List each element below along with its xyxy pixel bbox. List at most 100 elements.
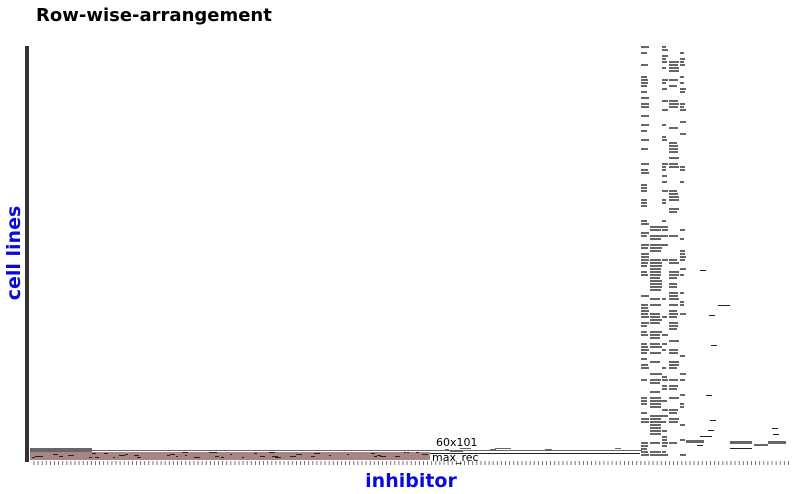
matrix-cell [662, 451, 666, 453]
matrix-cell [662, 220, 666, 222]
matrix-cell [641, 448, 647, 450]
matrix-cell [650, 265, 662, 267]
matrix-cell [650, 397, 661, 399]
matrix-cell [669, 283, 677, 285]
matrix-cell [669, 298, 679, 300]
matrix-cell [669, 148, 678, 150]
band-cell [311, 456, 315, 457]
matrix-cell [669, 106, 678, 108]
matrix-cell [650, 427, 661, 429]
matrix-cell [680, 91, 685, 93]
matrix-cell [650, 418, 661, 420]
matrix-cell [650, 313, 660, 315]
band-cell [209, 452, 212, 453]
matrix-cell [650, 247, 662, 249]
matrix-cell [662, 190, 668, 192]
matrix-cell [641, 331, 647, 333]
matrix-cell [669, 211, 677, 213]
matrix-cell [680, 355, 685, 357]
matrix-cell [641, 343, 647, 345]
matrix-cell [669, 421, 678, 423]
matrix-cell [669, 328, 677, 330]
matrix-cell [768, 441, 786, 444]
matrix-cell [662, 202, 666, 204]
matrix-cell [662, 67, 666, 69]
matrix-cell [680, 259, 685, 261]
matrix-cell [650, 451, 661, 453]
matrix-cell [662, 445, 667, 447]
matrix-cell [650, 283, 662, 285]
matrix-cell [662, 439, 667, 441]
matrix-cell [662, 415, 668, 417]
matrix-cell [662, 349, 666, 351]
matrix-cell [772, 428, 778, 429]
matrix-cell [641, 364, 648, 366]
band-cell [134, 455, 139, 456]
matrix-cell [641, 316, 649, 318]
matrix-cell [641, 265, 647, 267]
band-cell [460, 448, 468, 449]
matrix-cell [650, 406, 661, 408]
matrix-cell [641, 403, 647, 405]
matrix-cell [680, 301, 684, 303]
matrix-cell [669, 304, 678, 306]
x-ticks [33, 461, 789, 465]
matrix-cell [669, 103, 679, 105]
matrix-cell [662, 376, 667, 378]
matrix-cell [650, 400, 662, 402]
matrix-cell [680, 406, 684, 408]
matrix-cell [669, 322, 678, 324]
band-cell [272, 456, 278, 457]
band-cell [290, 456, 296, 457]
matrix-cell [680, 313, 686, 315]
band-cell [422, 454, 428, 455]
matrix-cell [641, 274, 648, 276]
matrix-cell [662, 436, 667, 438]
matrix-cell [641, 400, 647, 402]
matrix-cell [662, 55, 668, 57]
matrix-cell [662, 46, 666, 48]
matrix-cell [650, 319, 662, 321]
band-cell [615, 448, 621, 449]
chart-title: Row-wise-arrangement [36, 5, 272, 26]
matrix-cell [669, 271, 679, 273]
matrix-cell [662, 109, 668, 111]
matrix-cell [650, 382, 660, 384]
band-cell [92, 450, 642, 451]
matrix-cell [650, 334, 660, 336]
matrix-cell [680, 121, 686, 123]
matrix-cell [710, 420, 716, 421]
matrix-cell [669, 364, 679, 366]
matrix-cell [669, 70, 679, 72]
matrix-cell [669, 412, 677, 414]
band-cell [38, 456, 43, 457]
band-cell [137, 457, 141, 458]
matrix-cell [680, 76, 684, 78]
band-cell [30, 448, 92, 452]
matrix-cell [650, 391, 660, 393]
matrix-cell [662, 49, 668, 51]
band-cell [230, 454, 232, 455]
matrix-cell [641, 322, 649, 324]
matrix-cell [680, 274, 684, 276]
matrix-cell [641, 169, 648, 171]
matrix-cell [773, 434, 779, 435]
matrix-cell [641, 124, 649, 126]
matrix-cell [669, 325, 678, 327]
matrix-cell [641, 346, 648, 348]
band-cell [125, 454, 128, 455]
matrix-cell [662, 163, 668, 165]
matrix-cell [706, 395, 712, 396]
band-cell [53, 454, 58, 455]
band-cell [395, 456, 400, 457]
band-cell [260, 456, 265, 457]
band-cell [455, 451, 463, 452]
matrix-cell [650, 421, 662, 423]
matrix-cell [641, 187, 647, 189]
matrix-cell [641, 199, 647, 201]
matrix-cell [650, 337, 660, 339]
matrix-cell [669, 67, 679, 69]
matrix-cell [662, 136, 666, 138]
matrix-cell [641, 244, 649, 246]
matrix-cell [669, 292, 678, 294]
